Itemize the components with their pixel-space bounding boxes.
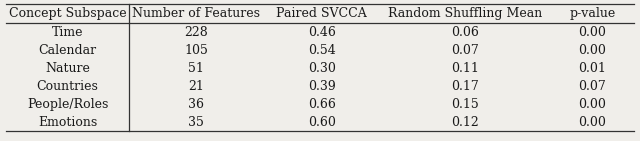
Text: p-value: p-value <box>569 7 616 20</box>
Text: 51: 51 <box>188 62 204 75</box>
Text: Emotions: Emotions <box>38 116 97 129</box>
Text: 36: 36 <box>188 98 204 111</box>
Text: 0.07: 0.07 <box>451 44 479 57</box>
Text: 228: 228 <box>184 26 208 39</box>
Text: Time: Time <box>52 26 83 39</box>
Text: 0.54: 0.54 <box>308 44 335 57</box>
Text: 0.01: 0.01 <box>579 62 606 75</box>
Text: 0.00: 0.00 <box>579 26 606 39</box>
Text: Nature: Nature <box>45 62 90 75</box>
Text: 0.46: 0.46 <box>308 26 335 39</box>
Text: 0.60: 0.60 <box>308 116 335 129</box>
Text: People/Roles: People/Roles <box>27 98 108 111</box>
Text: Paired SVCCA: Paired SVCCA <box>276 7 367 20</box>
Text: Calendar: Calendar <box>38 44 97 57</box>
Text: 0.66: 0.66 <box>308 98 335 111</box>
Text: 0.30: 0.30 <box>308 62 335 75</box>
Text: 105: 105 <box>184 44 208 57</box>
Text: Random Shuffling Mean: Random Shuffling Mean <box>388 7 542 20</box>
Text: Concept Subspace: Concept Subspace <box>9 7 126 20</box>
Text: 0.06: 0.06 <box>451 26 479 39</box>
Text: Number of Features: Number of Features <box>132 7 260 20</box>
Text: 0.11: 0.11 <box>451 62 479 75</box>
Text: 0.15: 0.15 <box>451 98 479 111</box>
Text: 0.39: 0.39 <box>308 80 335 93</box>
Text: 0.00: 0.00 <box>579 44 606 57</box>
Text: 0.17: 0.17 <box>451 80 479 93</box>
Text: 0.07: 0.07 <box>579 80 606 93</box>
Text: 35: 35 <box>188 116 204 129</box>
Text: 21: 21 <box>188 80 204 93</box>
Text: 0.00: 0.00 <box>579 98 606 111</box>
Text: Countries: Countries <box>36 80 99 93</box>
Text: 0.12: 0.12 <box>451 116 479 129</box>
Text: 0.00: 0.00 <box>579 116 606 129</box>
